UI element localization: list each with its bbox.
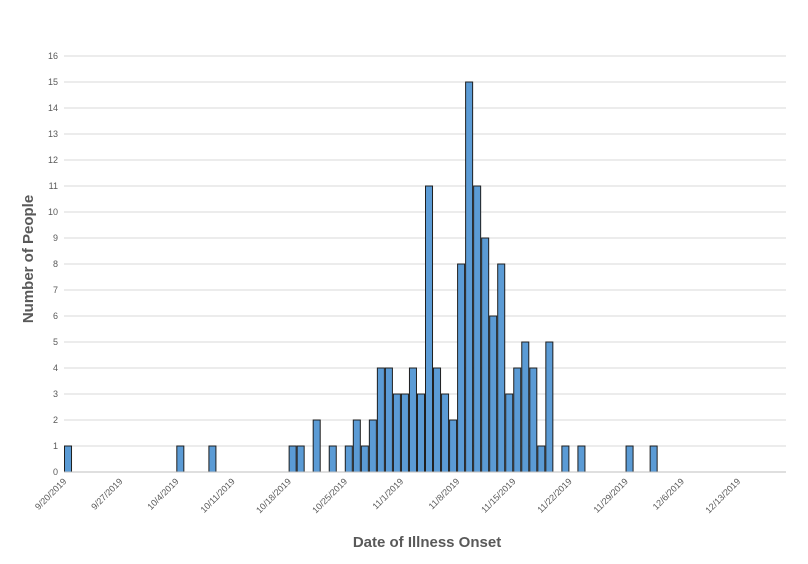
bar	[625, 445, 634, 473]
y-tick-label: 3	[53, 389, 58, 399]
x-tick-label: 9/20/2019	[33, 476, 68, 511]
bar	[545, 341, 554, 473]
bar	[360, 445, 369, 473]
bar	[368, 419, 377, 473]
y-tick-label: 15	[48, 77, 58, 87]
y-tick-label: 12	[48, 155, 58, 165]
x-tick-label: 10/4/2019	[145, 476, 180, 511]
bar	[416, 393, 426, 473]
bar	[176, 445, 185, 473]
x-tick-label: 11/22/2019	[535, 476, 573, 514]
y-tick-label: 9	[53, 233, 58, 243]
bar	[521, 341, 530, 473]
x-tick-label: 11/8/2019	[427, 476, 462, 511]
x-tick-label: 10/18/2019	[254, 476, 293, 515]
bar	[408, 367, 417, 473]
bar	[449, 419, 458, 473]
bar	[384, 367, 393, 473]
y-tick-label: 4	[53, 363, 58, 373]
bar	[312, 419, 321, 473]
bar	[465, 81, 474, 473]
bar	[208, 445, 217, 473]
bar	[561, 445, 570, 473]
y-tick-label: 2	[53, 415, 58, 425]
bar	[296, 445, 305, 473]
y-tick-label: 5	[53, 337, 58, 347]
bar	[481, 237, 490, 473]
y-tick-label: 8	[53, 259, 58, 269]
bar	[513, 367, 522, 473]
bar	[376, 367, 385, 473]
y-tick-label: 1	[53, 441, 58, 451]
y-tick-label: 6	[53, 311, 58, 321]
bar	[649, 445, 658, 473]
y-tick-label: 14	[48, 103, 58, 113]
bar	[433, 367, 442, 473]
x-tick-label: 12/13/2019	[703, 476, 742, 515]
bar	[352, 419, 361, 473]
x-tick-label: 12/6/2019	[651, 476, 686, 511]
x-axis-title: Date of Illness Onset	[353, 534, 501, 551]
bar	[457, 263, 466, 473]
x-tick-label: 10/25/2019	[310, 476, 349, 515]
x-tick-label: 11/29/2019	[592, 476, 630, 514]
bar	[400, 393, 409, 473]
x-axis-ticks: 9/20/2019 9/27/2019 10/4/2019 10/11/2019 10/…	[33, 476, 742, 515]
bar	[489, 315, 498, 473]
bar	[505, 393, 514, 473]
bar	[441, 393, 450, 473]
x-tick-label: 11/15/2019	[479, 476, 517, 514]
bar	[288, 445, 297, 473]
y-tick-label: 0	[53, 467, 58, 477]
y-tick-label: 7	[53, 285, 58, 295]
y-axis-title: Number of People	[20, 195, 37, 323]
bar	[537, 445, 546, 473]
bar	[577, 445, 586, 473]
bar	[473, 185, 482, 473]
bar	[344, 445, 353, 473]
y-tick-label: 10	[48, 207, 58, 217]
bar	[497, 263, 506, 473]
bar	[425, 185, 434, 473]
x-tick-label: 11/1/2019	[370, 476, 405, 511]
bar	[392, 393, 401, 473]
x-tick-label: 9/27/2019	[89, 476, 124, 511]
bar	[64, 445, 73, 473]
bar	[328, 445, 337, 473]
y-tick-label: 13	[48, 129, 58, 139]
y-tick-label: 11	[49, 181, 58, 191]
bar	[529, 367, 538, 473]
y-tick-label: 16	[48, 51, 58, 61]
x-tick-label: 10/11/2019	[198, 476, 236, 514]
bars	[64, 81, 658, 473]
